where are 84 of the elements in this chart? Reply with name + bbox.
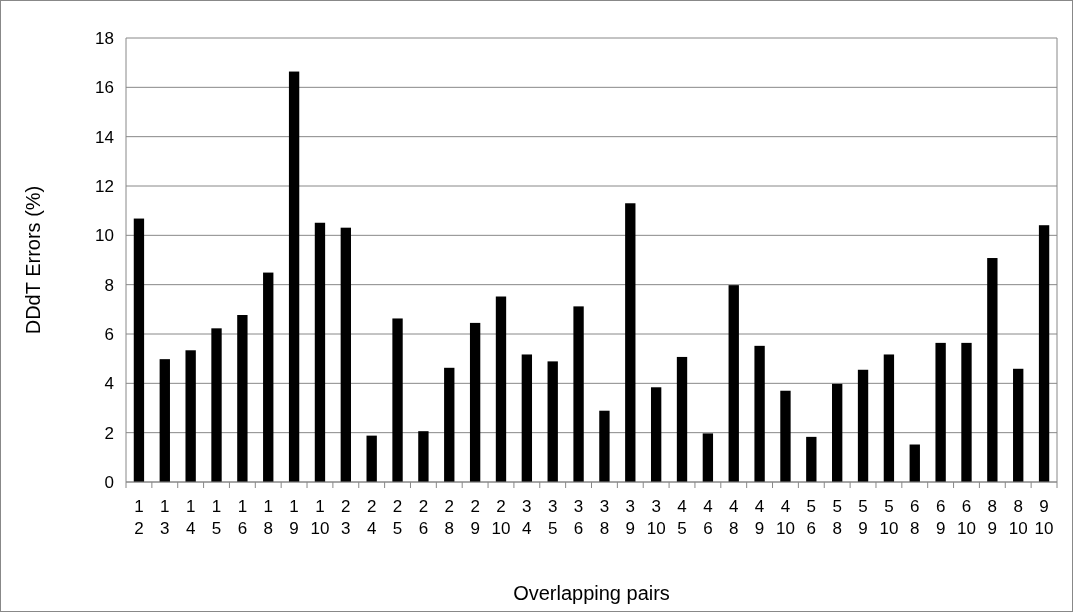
x-tick-label: 2 8 <box>444 497 454 538</box>
bar <box>780 390 791 482</box>
y-tick-label: 14 <box>95 127 114 147</box>
x-tick-label: 1 3 <box>160 497 170 538</box>
y-tick-label: 6 <box>104 324 114 344</box>
x-tick-label: 6 8 <box>910 497 920 538</box>
x-tick-label: 4 9 <box>754 497 765 538</box>
bar <box>625 203 636 482</box>
y-tick-label: 10 <box>95 226 114 246</box>
bar <box>1038 225 1050 482</box>
bar <box>366 435 377 482</box>
x-tick-label: 2 10 <box>491 497 511 538</box>
x-tick-label: 2 5 <box>392 497 403 538</box>
x-tick-label: 2 3 <box>341 497 351 538</box>
bar <box>444 367 455 482</box>
bar <box>832 383 843 482</box>
bar <box>806 436 817 482</box>
y-tick-label: 12 <box>95 176 114 196</box>
y-tick-label: 18 <box>95 28 114 48</box>
x-tick-label: 5 9 <box>858 497 868 538</box>
x-tick-label: 5 6 <box>806 497 817 538</box>
bar <box>237 315 248 482</box>
x-tick-label: 4 10 <box>776 497 795 538</box>
x-tick-label: 3 8 <box>599 497 610 538</box>
bar <box>547 361 558 482</box>
bar <box>650 387 662 482</box>
bar <box>702 433 714 482</box>
y-tick-label: 4 <box>104 374 114 394</box>
bar <box>288 71 300 482</box>
bar <box>961 342 972 482</box>
bar <box>754 345 765 482</box>
bar <box>883 354 895 482</box>
x-tick-label: 9 10 <box>1034 497 1054 538</box>
x-tick-label: 6 10 <box>957 497 976 538</box>
x-tick-label: 5 10 <box>879 497 899 538</box>
bar <box>469 322 481 482</box>
x-tick-label: 1 4 <box>185 497 196 538</box>
bar <box>211 328 222 482</box>
x-tick-label: 1 5 <box>211 497 222 538</box>
x-tick-label: 1 8 <box>263 497 273 538</box>
bar <box>676 356 688 482</box>
x-axis-title: Overlapping pairs <box>513 582 670 604</box>
bar <box>314 222 326 482</box>
bar <box>573 306 584 482</box>
bar <box>340 227 351 482</box>
x-tick-label: 5 8 <box>832 497 842 538</box>
bar <box>263 272 274 482</box>
y-axis-title: DDdT Errors (%) <box>22 185 44 335</box>
bar <box>935 342 946 482</box>
bar <box>728 285 739 482</box>
x-tick-label: 3 6 <box>573 497 584 538</box>
bar <box>185 350 196 482</box>
bar <box>599 410 610 482</box>
y-tick-label: 2 <box>104 423 114 443</box>
y-tick-label: 0 <box>104 472 114 492</box>
bar <box>495 296 507 482</box>
x-tick-label: 3 10 <box>646 497 666 538</box>
x-tick-label: 8 10 <box>1008 497 1028 538</box>
x-tick-label: 2 9 <box>470 497 480 538</box>
x-tick-label: 3 5 <box>547 497 558 538</box>
x-tick-label: 1 9 <box>289 497 299 538</box>
x-tick-label: 8 9 <box>987 497 998 538</box>
x-tick-label: 1 2 <box>134 497 144 538</box>
y-tick-label: 8 <box>104 275 114 295</box>
bar <box>909 444 920 482</box>
y-tick-label: 16 <box>95 78 114 98</box>
bar <box>159 359 170 482</box>
x-tick-label: 1 6 <box>237 497 248 538</box>
x-tick-label: 4 8 <box>729 497 739 538</box>
bar <box>857 369 869 482</box>
x-tick-label: 3 4 <box>522 497 532 538</box>
x-tick-label: 3 9 <box>625 497 636 538</box>
bar <box>987 258 998 482</box>
bar <box>392 318 403 482</box>
bar <box>133 218 145 482</box>
bar <box>418 431 429 482</box>
bar <box>521 354 533 482</box>
x-tick-label: 4 6 <box>703 497 713 538</box>
x-tick-label: 1 10 <box>310 497 330 538</box>
x-tick-label: 4 5 <box>677 497 687 538</box>
x-tick-label: 2 4 <box>366 497 377 538</box>
bar <box>1013 368 1024 482</box>
x-tick-label: 2 6 <box>418 497 429 538</box>
x-tick-label: 6 9 <box>935 497 946 538</box>
